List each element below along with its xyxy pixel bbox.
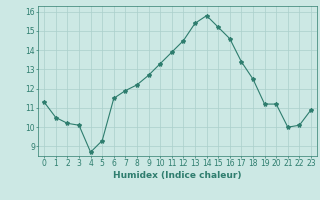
X-axis label: Humidex (Indice chaleur): Humidex (Indice chaleur) <box>113 171 242 180</box>
